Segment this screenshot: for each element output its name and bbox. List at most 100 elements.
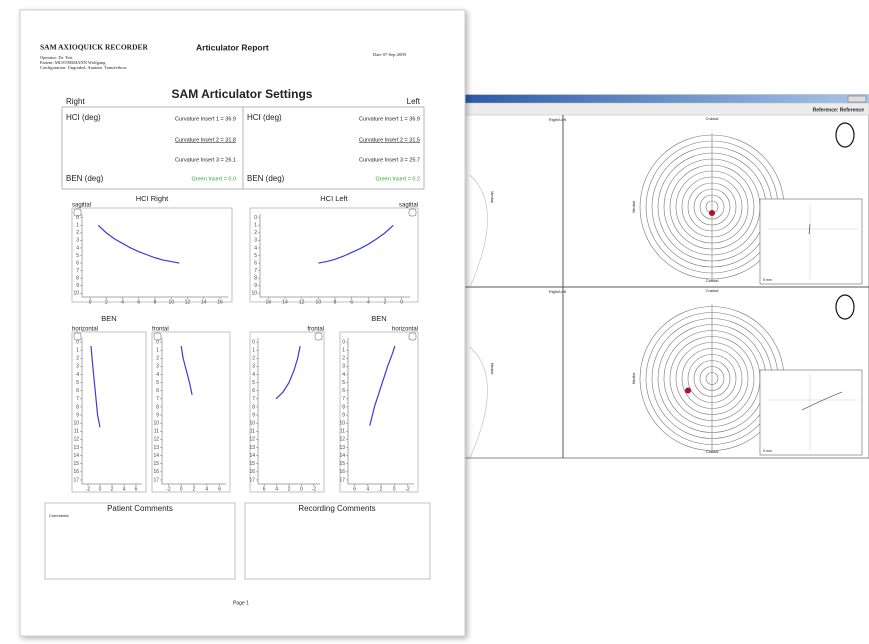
y-tick-label: 17 <box>73 477 79 483</box>
x-tick-label: 8 <box>334 299 337 305</box>
medial-label: Medial <box>631 373 636 385</box>
right-label: Right <box>66 97 85 106</box>
plot-frame <box>249 331 325 493</box>
y-tick-label: 5 <box>342 380 345 386</box>
x-tick-label: 14 <box>282 299 288 305</box>
plot-frame <box>151 331 231 493</box>
green-insert: Green Insert = 0.2 <box>376 176 420 182</box>
y-tick-label: 2 <box>252 356 255 362</box>
view-label: horizontal <box>72 327 98 333</box>
y-tick-label: 1 <box>76 223 79 229</box>
view-icon <box>408 332 417 341</box>
inset <box>759 198 863 285</box>
view-icon <box>408 208 417 217</box>
y-tick-label: 7 <box>76 268 79 274</box>
x-tick-label: 6 <box>263 486 266 492</box>
y-tick-label: 14 <box>153 453 159 459</box>
y-tick-label: 5 <box>76 380 79 386</box>
y-tick-label: 0 <box>342 339 345 345</box>
inset-trace <box>801 391 843 411</box>
ben-label: BEN (deg) <box>66 174 104 183</box>
view-label: horizontal <box>392 327 418 333</box>
plot-frame <box>71 207 233 303</box>
plot-title: BEN <box>371 314 386 323</box>
y-tick-label: 8 <box>254 275 257 281</box>
y-tick-label: 3 <box>342 364 345 370</box>
x-tick-label: 16 <box>266 299 272 305</box>
view-label: frontal <box>307 327 324 333</box>
y-tick-label: 11 <box>154 429 159 435</box>
view-label: sagittal <box>399 203 418 209</box>
insert: Curvature Insert 2 = 31.8 <box>175 137 236 143</box>
y-tick-label: 4 <box>252 372 255 378</box>
y-tick-label: 12 <box>249 437 255 443</box>
page <box>19 9 466 637</box>
x-tick-label: -2 <box>405 486 410 492</box>
plot-title: BEN <box>101 314 116 323</box>
y-tick-label: 1 <box>156 347 159 353</box>
y-tick-label: 4 <box>76 245 79 251</box>
y-tick-label: 6 <box>156 388 159 394</box>
page-number: Page 1 <box>233 600 249 606</box>
plot-title: HCI Left <box>320 194 348 203</box>
ben-label: BEN (deg) <box>247 174 285 183</box>
y-tick-label: 14 <box>339 453 345 459</box>
x-tick-label: 2 <box>380 486 383 492</box>
arc-shape <box>469 346 488 459</box>
view-label: frontal <box>152 327 169 333</box>
patient-comments-title: Patient Comments <box>107 504 173 513</box>
side-label: Medial <box>490 363 495 375</box>
y-tick-label: 4 <box>254 245 257 251</box>
window-buttons[interactable] <box>847 95 867 103</box>
plot-title: HCI Right <box>136 194 169 203</box>
scale-label: 5 mm <box>763 278 772 282</box>
toolbar <box>461 102 869 116</box>
y-tick-label: 14 <box>249 453 255 459</box>
insert: Curvature Insert 1 = 36.9 <box>175 116 236 122</box>
plot-frame <box>71 331 147 493</box>
y-tick-label: 9 <box>254 283 257 289</box>
y-tick-label: 13 <box>73 445 79 451</box>
curve <box>318 224 394 264</box>
view-icon <box>73 208 82 217</box>
y-tick-label: 17 <box>249 477 255 483</box>
y-tick-label: 10 <box>251 291 257 297</box>
head-icon <box>835 122 855 148</box>
x-tick-label: 8 <box>154 299 157 305</box>
y-tick-label: 3 <box>76 238 79 244</box>
report-date: Date 07-Sep-2009 <box>373 52 407 57</box>
y-tick-label: 8 <box>76 404 79 410</box>
x-tick-label: 12 <box>299 299 305 305</box>
insert: Curvature Insert 3 = 26.1 <box>175 157 236 163</box>
corner-label: Right/Left <box>549 117 567 122</box>
y-tick-label: 10 <box>249 420 255 426</box>
x-tick-label: 6 <box>137 299 140 305</box>
y-tick-label: 8 <box>156 404 159 410</box>
y-tick-label: 2 <box>342 356 345 362</box>
x-tick-label: 4 <box>275 486 278 492</box>
y-tick-label: 7 <box>342 396 345 402</box>
curve <box>180 346 193 395</box>
y-tick-label: 17 <box>339 477 345 483</box>
x-tick-label: 2 <box>384 299 387 305</box>
y-tick-label: 0 <box>254 215 257 221</box>
insert: Curvature Insert 3 = 25.7 <box>359 157 420 163</box>
y-tick-label: 8 <box>76 275 79 281</box>
y-tick-label: 9 <box>156 412 159 418</box>
x-tick-label: 4 <box>121 299 124 305</box>
y-tick-label: 6 <box>254 260 257 266</box>
y-tick-label: 16 <box>249 469 255 475</box>
y-tick-label: 0 <box>252 339 255 345</box>
y-tick-label: 13 <box>249 445 255 451</box>
settings-title: SAM Articulator Settings <box>172 87 313 101</box>
y-tick-label: 11 <box>74 429 79 435</box>
y-tick-label: 9 <box>342 412 345 418</box>
brand: SAM AXIOQUICK RECORDER <box>40 43 149 52</box>
comments-box <box>244 502 431 580</box>
y-tick-label: 8 <box>252 404 255 410</box>
x-tick-label: 12 <box>185 299 191 305</box>
x-tick-label: 2 <box>111 486 114 492</box>
y-tick-label: 6 <box>342 388 345 394</box>
y-tick-label: 7 <box>156 396 159 402</box>
y-tick-label: 8 <box>342 404 345 410</box>
